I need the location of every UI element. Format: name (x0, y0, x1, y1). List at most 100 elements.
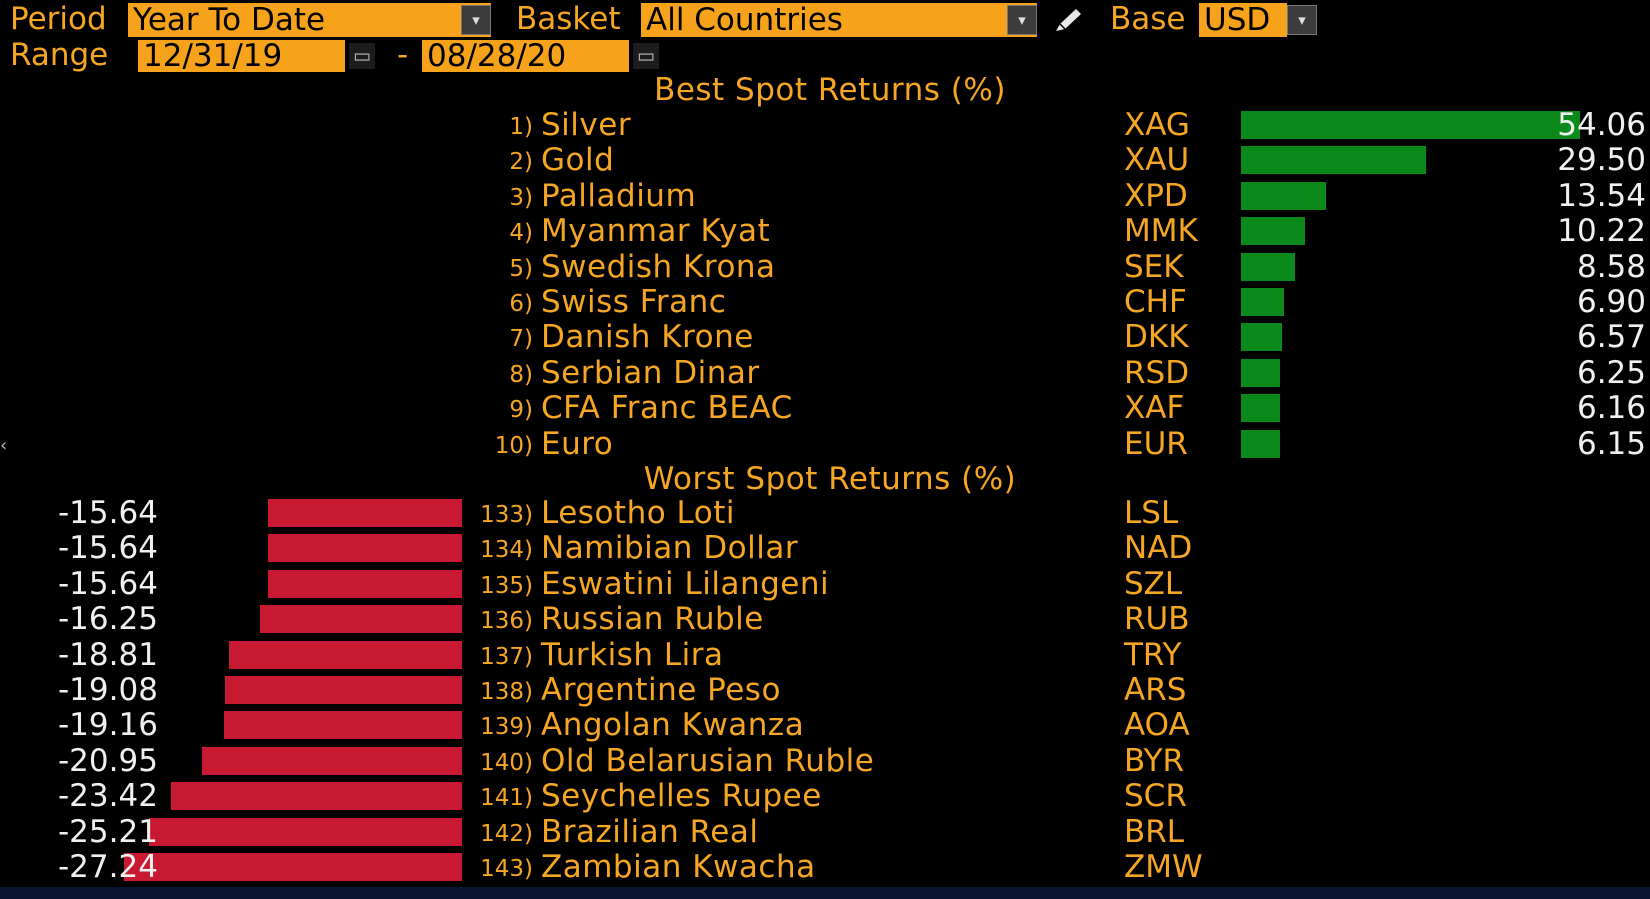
rank-number: 2) (509, 149, 533, 176)
rank-number: 4) (509, 220, 533, 247)
currency-name[interactable]: Serbian Dinar (541, 354, 760, 391)
currency-name[interactable]: Namibian Dollar (541, 530, 799, 567)
negative-return-bar (260, 605, 462, 634)
currency-name[interactable]: Danish Krone (541, 319, 754, 356)
currency-code: EUR (1124, 425, 1188, 462)
currency-name[interactable]: CFA Franc BEAC (541, 390, 793, 427)
currency-code: XAG (1124, 107, 1190, 143)
positive-return-bar (1241, 146, 1426, 175)
rank-number: 136) (480, 608, 533, 635)
table-row[interactable]: 6.25 8) Serbian Dinar RSD (0, 354, 1650, 391)
period-dropdown[interactable]: Year To Date (128, 3, 491, 37)
range-end-field[interactable]: 08/28/20 (422, 40, 629, 72)
table-row[interactable]: 29.50 2) Gold XAU (0, 143, 1650, 178)
currency-code: SCR (1124, 778, 1187, 815)
table-row[interactable]: -16.25 136) Russian Ruble RUB (0, 602, 1650, 637)
table-row[interactable]: -15.64 133) Lesotho Loti LSL (0, 496, 1650, 531)
rank-number: 142) (480, 820, 533, 847)
return-value: 10.22 (1557, 213, 1646, 250)
rank-number: 138) (480, 679, 533, 705)
rank-number: 9) (509, 397, 533, 424)
table-row[interactable]: -20.95 140) Old Belarusian Ruble BYR (0, 742, 1650, 779)
currency-name[interactable]: Silver (541, 107, 632, 143)
currency-name[interactable]: Eswatini Lilangeni (541, 565, 830, 602)
currency-name[interactable]: Brazilian Real (541, 813, 759, 850)
table-row[interactable]: -18.81 137) Turkish Lira TRY (0, 636, 1650, 673)
table-row[interactable]: -19.08 138) Argentine Peso ARS (0, 673, 1650, 708)
return-value: -25.21 (58, 813, 158, 850)
positive-return-bar (1241, 181, 1326, 210)
currency-code: SEK (1124, 248, 1184, 285)
return-value: 6.15 (1576, 425, 1646, 462)
period-label: Period (10, 1, 107, 37)
currency-name[interactable]: Zambian Kwacha (541, 849, 816, 885)
table-row[interactable]: -27.24 143) Zambian Kwacha ZMW (0, 850, 1650, 885)
left-edge-arrow-icon[interactable]: ‹ (0, 435, 8, 456)
table-row[interactable]: 6.16 9) CFA Franc BEAC XAF (0, 391, 1650, 426)
currency-code: CHF (1124, 284, 1187, 320)
rank-number: 139) (480, 714, 533, 741)
range-end-calendar-icon[interactable]: ▭ (633, 43, 659, 69)
currency-name[interactable]: Palladium (541, 177, 697, 214)
range-start-calendar-icon[interactable]: ▭ (349, 43, 375, 69)
period-value: Year To Date (133, 3, 326, 37)
base-dropdown[interactable]: USD (1199, 3, 1287, 37)
table-row[interactable]: -15.64 135) Eswatini Lilangeni SZL (0, 565, 1650, 602)
basket-dropdown-arrow-icon[interactable]: ▾ (1007, 5, 1037, 35)
currency-code: ZMW (1124, 849, 1203, 885)
period-dropdown-arrow-icon[interactable]: ▾ (461, 5, 491, 35)
currency-code: AOA (1124, 707, 1190, 744)
return-value: 6.90 (1576, 284, 1646, 320)
rank-number: 135) (480, 572, 533, 599)
table-row[interactable]: -19.16 139) Angolan Kwanza AOA (0, 708, 1650, 743)
currency-code: LSL (1124, 495, 1179, 531)
rank-number: 7) (509, 326, 533, 353)
table-row[interactable]: -15.64 134) Namibian Dollar NAD (0, 531, 1650, 566)
table-row[interactable]: 13.54 3) Palladium XPD (0, 177, 1650, 214)
negative-return-bar (268, 499, 462, 527)
table-row[interactable]: 6.90 6) Swiss Franc CHF (0, 285, 1650, 320)
currency-name[interactable]: Gold (541, 142, 615, 179)
currency-code: XAU (1124, 142, 1190, 179)
negative-return-bar (202, 746, 462, 775)
base-dropdown-arrow-icon[interactable]: ▾ (1287, 5, 1317, 35)
positive-return-bar (1241, 394, 1280, 423)
bottom-strip (0, 887, 1650, 899)
currency-name[interactable]: Russian Ruble (541, 601, 764, 638)
range-start-field[interactable]: 12/31/19 (138, 40, 345, 72)
rank-number: 1) (509, 114, 533, 140)
table-row[interactable]: 6.57 7) Danish Krone DKK (0, 320, 1650, 355)
rank-number: 10) (494, 432, 533, 459)
currency-name[interactable]: Myanmar Kyat (541, 213, 771, 250)
base-label: Base (1110, 1, 1186, 37)
table-row[interactable]: 6.15 10) Euro EUR (0, 425, 1650, 462)
basket-value: All Countries (646, 3, 843, 37)
range-separator: - (397, 37, 409, 73)
currency-name[interactable]: Angolan Kwanza (541, 707, 805, 744)
currency-name[interactable]: Swedish Krona (541, 248, 776, 285)
positive-return-bar (1241, 217, 1305, 246)
currency-name[interactable]: Argentine Peso (541, 672, 781, 708)
currency-name[interactable]: Swiss Franc (541, 284, 727, 320)
table-row[interactable]: -25.21 142) Brazilian Real BRL (0, 813, 1650, 850)
return-value: -15.64 (58, 530, 158, 567)
currency-name[interactable]: Seychelles Rupee (541, 778, 822, 815)
worst-returns-title: Worst Spot Returns (%) (643, 461, 1017, 497)
currency-name[interactable]: Old Belarusian Ruble (541, 742, 875, 779)
return-value: 13.54 (1557, 177, 1646, 214)
rank-number: 3) (509, 184, 533, 211)
currency-name[interactable]: Lesotho Loti (541, 495, 735, 531)
currency-name[interactable]: Turkish Lira (541, 636, 724, 673)
table-row[interactable]: 54.06 1) Silver XAG (0, 108, 1650, 143)
basket-dropdown[interactable]: All Countries (641, 3, 1037, 37)
table-row[interactable]: 8.58 5) Swedish Krona SEK (0, 248, 1650, 285)
return-value: -15.64 (58, 565, 158, 602)
pencil-icon[interactable] (1050, 6, 1086, 36)
rank-number: 143) (480, 856, 533, 882)
currency-name[interactable]: Euro (541, 425, 614, 462)
rank-number: 8) (509, 361, 533, 388)
range-start-value: 12/31/19 (143, 40, 283, 72)
table-row[interactable]: -23.42 141) Seychelles Rupee SCR (0, 779, 1650, 814)
currency-code: NAD (1124, 530, 1193, 567)
table-row[interactable]: 10.22 4) Myanmar Kyat MMK (0, 214, 1650, 249)
